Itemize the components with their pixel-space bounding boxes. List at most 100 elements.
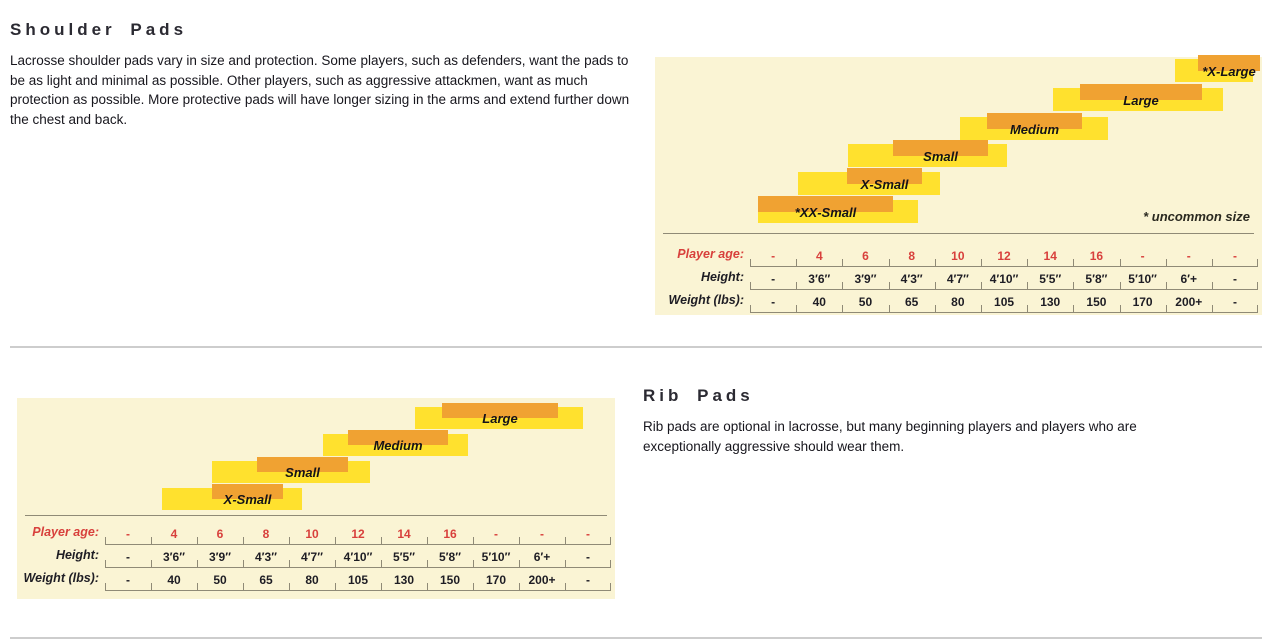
size-label: Small <box>923 149 958 164</box>
axis-cells: -3′6″ 3′9″ 4′3″ 4′7″ 4′10″ 5′5″ 5′8″ 5′10″ 6′+ - <box>105 546 611 568</box>
size-label: Large <box>482 411 518 426</box>
rib-pads-size-chart: Large Medium Small X-Small Player age: -4 6 8 10… <box>17 398 615 599</box>
size-recommended-bar <box>348 430 448 445</box>
axis-value: 8 <box>243 523 289 544</box>
axis-value: 4′7″ <box>289 546 335 567</box>
axis-value: 50 <box>842 291 888 312</box>
axis-value: 3′6″ <box>151 546 197 567</box>
axis-value: 170 <box>473 569 519 590</box>
size-recommended-bar <box>1080 84 1202 100</box>
axis-value: - <box>750 268 796 289</box>
axis-value: 12 <box>335 523 381 544</box>
axis-value: 130 <box>1027 291 1073 312</box>
axis-value: - <box>1211 245 1258 266</box>
axis-value: 80 <box>934 291 981 312</box>
axis-value: 5′5″ <box>1027 268 1073 289</box>
axis-row-label: Player age: <box>32 525 99 539</box>
axis-value: - <box>519 523 565 544</box>
size-label: *XX-Small <box>794 205 857 220</box>
axis-row-label: Weight (lbs): <box>23 571 99 585</box>
size-recommended-bar <box>1198 55 1260 71</box>
axis-cells: -40 50 65 80 105 130 150 170 200+ - <box>105 569 611 591</box>
axis-value: 3′9″ <box>197 546 243 567</box>
axis-value: - <box>473 523 519 544</box>
axis-value: - <box>1119 245 1166 266</box>
axis-value: 6′+ <box>1165 268 1212 289</box>
size-recommended-bar <box>758 196 893 212</box>
axis-value: 105 <box>980 291 1027 312</box>
axis-row-label: Weight (lbs): <box>668 293 744 307</box>
size-label: Medium <box>1009 122 1060 137</box>
axis-value: 16 <box>1073 245 1119 266</box>
axis-value: 10 <box>289 523 335 544</box>
size-recommended-bar <box>893 140 988 156</box>
axis-value: 40 <box>151 569 197 590</box>
size-recommended-bar <box>442 403 558 418</box>
axis-value: 6 <box>197 523 243 544</box>
axis-value: 65 <box>888 291 935 312</box>
axis-row-label: Player age: <box>677 247 744 261</box>
axis-value: 4 <box>796 245 842 266</box>
axis-cells: -4 6 8 10 12 14 16- - - <box>105 523 611 545</box>
axis-value: 150 <box>1073 291 1119 312</box>
rib-pads-description: Rib pads are optional in lacrosse, but m… <box>643 419 1137 454</box>
size-recommended-bar <box>212 484 283 499</box>
axis-value: - <box>565 523 611 544</box>
axis-value: - <box>750 245 796 266</box>
axis-value: 65 <box>243 569 289 590</box>
size-recommended-bar <box>257 457 348 472</box>
axis-value: 6′+ <box>519 546 565 567</box>
axis-row: Weight (lbs): -40 50 65 80 105 130 150 170 200+ - <box>17 569 611 591</box>
axis-value: - <box>565 569 611 590</box>
axis-value: - <box>105 523 151 544</box>
axis-value: 16 <box>427 523 473 544</box>
axis-value: 4′10″ <box>335 546 381 567</box>
axis-value: 4′7″ <box>934 268 981 289</box>
axis-row: Weight (lbs): -40 50 65 80 105 130 150 170 200+ - <box>655 291 1258 313</box>
axis-value: 50 <box>197 569 243 590</box>
section-divider <box>10 637 1262 639</box>
axis-row-label: Height: <box>700 270 744 284</box>
axis-cells: -40 50 65 80 105 130 150 170 200+ - <box>750 291 1258 313</box>
size-label: X-Small <box>223 492 272 507</box>
axis-value: 8 <box>888 245 935 266</box>
axis-row: Height: -3′6″ 3′9″ 4′3″ 4′7″ 4′10″ 5′5″ 5′8″ 5′1… <box>17 546 611 568</box>
axis-row-label: Height: <box>55 548 99 562</box>
axis-value: 130 <box>381 569 427 590</box>
axis-row: Player age: -4 6 8 10 12 14 16- - - <box>655 245 1258 267</box>
axis-value: 4′3″ <box>888 268 935 289</box>
axis-row: Height: -3′6″ 3′9″ 4′3″ 4′7″ 4′10″ 5′5″ 5′8″ 5′1… <box>655 268 1258 290</box>
shoulder-pads-section: Shoulder Pads Lacrosse shoulder pads var… <box>10 20 634 129</box>
axis-value: 5′5″ <box>381 546 427 567</box>
section-divider <box>10 346 1262 348</box>
uncommon-size-note: * uncommon size <box>1143 209 1250 224</box>
axis-value: 5′10″ <box>1119 268 1166 289</box>
axis-value: 3′6″ <box>796 268 842 289</box>
size-label: Small <box>285 465 320 480</box>
axis-value: 4′3″ <box>243 546 289 567</box>
axis-cells: -4 6 8 10 12 14 16- - - <box>750 245 1258 267</box>
axis-cells: -3′6″ 3′9″ 4′3″ 4′7″ 4′10″ 5′5″ 5′8″ 5′10″ 6′+ - <box>750 268 1258 290</box>
axis-value: - <box>1211 268 1258 289</box>
axis-value: 105 <box>335 569 381 590</box>
axis-value: 10 <box>934 245 981 266</box>
shoulder-pads-title: Shoulder Pads <box>10 20 188 39</box>
size-label: *X-Large <box>1202 64 1256 79</box>
axis-value: - <box>1165 245 1212 266</box>
size-label: Large <box>1123 93 1159 108</box>
axis-value: 3′9″ <box>842 268 888 289</box>
axis-value: 200+ <box>1165 291 1212 312</box>
axis-value: 150 <box>427 569 473 590</box>
axis-value: - <box>1211 291 1258 312</box>
axis-value: 12 <box>980 245 1027 266</box>
axis-value: - <box>105 546 151 567</box>
shoulder-pads-size-chart: *X-Large Large Medium Small X-Small *XX-Small… <box>655 55 1262 315</box>
rib-pads-title: Rib Pads <box>643 386 754 405</box>
axis-value: 14 <box>1027 245 1073 266</box>
size-label: Medium <box>373 438 423 453</box>
axis-value: - <box>750 291 796 312</box>
axis-value: 14 <box>381 523 427 544</box>
chart-separator <box>663 233 1254 234</box>
axis-value: 170 <box>1119 291 1166 312</box>
